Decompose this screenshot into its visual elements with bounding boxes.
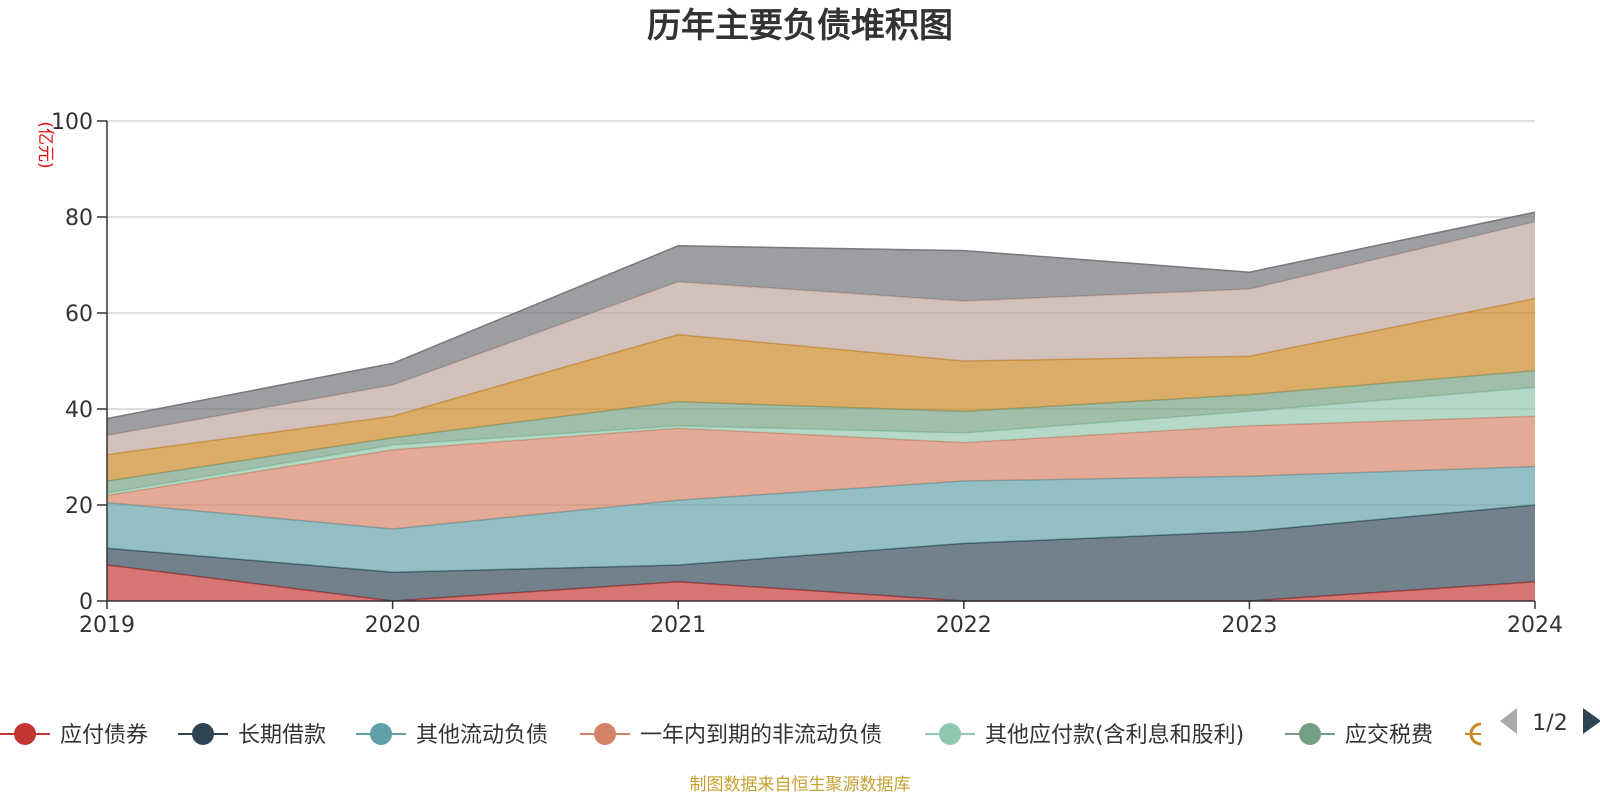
area-series-line-9	[106, 211, 1536, 420]
area-series-9	[107, 212, 1535, 436]
y-tick-label: 80	[65, 206, 93, 231]
area-series-6	[107, 370, 1535, 493]
x-tick-label: 2019	[79, 613, 135, 638]
legend-circle-icon	[14, 723, 36, 745]
y-tick-label: 60	[65, 302, 93, 327]
area-series-3	[107, 466, 1535, 573]
x-tick-label: 2020	[365, 613, 421, 638]
legend-circle-icon	[370, 723, 392, 745]
area-series-7	[107, 298, 1535, 481]
legend-circle-icon	[192, 723, 214, 745]
x-tick-label: 2021	[650, 613, 706, 638]
legend-label: 其他流动负债	[416, 723, 548, 748]
legend-item-2[interactable]: 长期借款	[178, 723, 326, 748]
legend-item-4[interactable]: 一年内到期的非流动负债	[580, 723, 882, 748]
legend-label: 应付债券	[60, 723, 148, 748]
x-tick-label: 2024	[1507, 613, 1563, 638]
legend-label: 应交税费	[1345, 723, 1433, 748]
legend-pager: 1/2	[1500, 708, 1600, 736]
legend-label: 一年内到期的非流动负债	[640, 723, 882, 748]
legend-circle-icon	[939, 723, 961, 745]
legend-label: 长期借款	[238, 723, 326, 748]
legend-circle-icon	[1299, 723, 1321, 745]
legend-item-1[interactable]: 应付债券	[0, 723, 148, 748]
legend-circle-icon	[594, 723, 616, 745]
data-source-note: 制图数据来自恒生聚源数据库	[690, 775, 911, 795]
x-tick-label: 2022	[936, 613, 992, 638]
y-tick-label: 0	[79, 590, 93, 615]
legend-circle-icon	[1469, 722, 1482, 746]
legend-page-indicator: 1/2	[1532, 711, 1567, 736]
y-tick-label: 20	[65, 494, 93, 519]
y-tick-label: 100	[51, 110, 93, 135]
area-series-8	[107, 221, 1535, 455]
chart-title: 历年主要负债堆积图	[647, 6, 953, 46]
x-tick-label: 2023	[1221, 613, 1277, 638]
legend-item-3[interactable]: 其他流动负债	[356, 723, 548, 748]
legend-item-partial	[1465, 722, 1482, 746]
y-tick-label: 40	[65, 398, 93, 423]
legend-item-5[interactable]: 其他应付款(含利息和股利)	[925, 723, 1244, 748]
axes: 0 20 40 60 80 100 2019 2020 2021 2022 2023 2024	[51, 110, 1563, 638]
area-series-1	[107, 565, 1535, 601]
y-axis-unit-label: (亿元)	[35, 121, 55, 168]
legend: 应付债券 长期借款 其他流动负债 一年内到期的非流动负债 其他应付款(含利息和股利) 应交…	[0, 722, 1482, 748]
legend-next-page-icon[interactable]	[1583, 708, 1600, 734]
area-series-2	[107, 505, 1535, 601]
area-series-group	[106, 211, 1536, 602]
legend-item-6[interactable]: 应交税费	[1285, 723, 1433, 748]
legend-label: 其他应付款(含利息和股利)	[985, 723, 1244, 748]
legend-prev-page-icon[interactable]	[1500, 708, 1517, 734]
